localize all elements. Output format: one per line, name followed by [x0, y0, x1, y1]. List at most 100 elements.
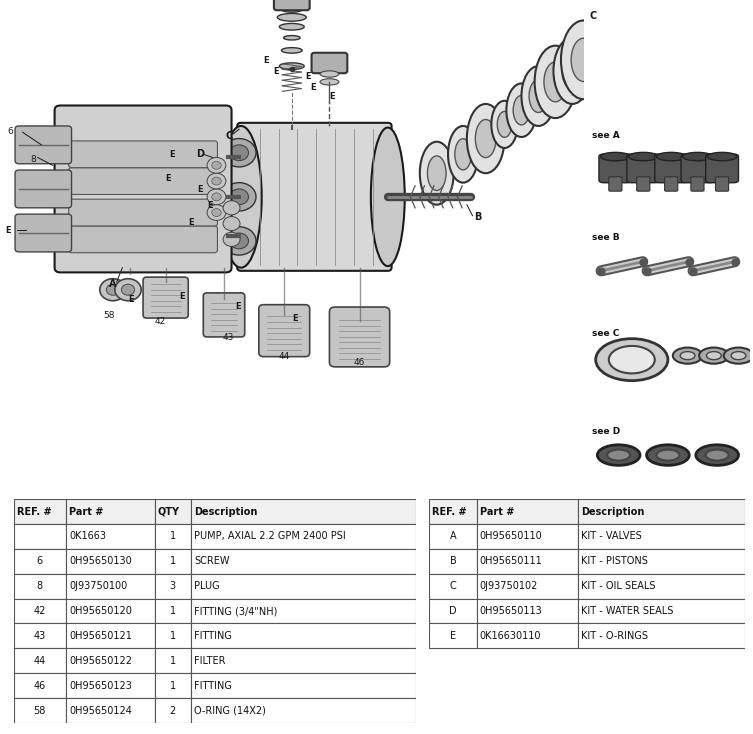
Bar: [578, 599, 745, 623]
Ellipse shape: [696, 445, 739, 465]
Text: D: D: [196, 150, 204, 159]
Text: 1: 1: [169, 680, 175, 691]
Circle shape: [121, 284, 135, 295]
Text: 43: 43: [222, 333, 233, 342]
Text: 58: 58: [34, 705, 46, 716]
Text: E: E: [292, 314, 297, 323]
Ellipse shape: [513, 95, 529, 125]
Text: KIT - PISTONS: KIT - PISTONS: [581, 556, 648, 567]
Bar: [66, 599, 154, 623]
Bar: [191, 599, 416, 623]
Ellipse shape: [497, 112, 512, 137]
Text: Part #: Part #: [480, 506, 514, 517]
FancyBboxPatch shape: [681, 154, 714, 183]
Text: Part #: Part #: [69, 506, 103, 517]
Bar: [14, 623, 66, 648]
Text: SCREW: SCREW: [194, 556, 230, 567]
FancyBboxPatch shape: [609, 177, 622, 191]
Ellipse shape: [731, 352, 746, 360]
Text: E: E: [310, 83, 316, 92]
Text: C: C: [589, 11, 596, 21]
FancyBboxPatch shape: [69, 141, 218, 167]
Circle shape: [222, 183, 256, 211]
Text: E: E: [450, 631, 456, 641]
Ellipse shape: [561, 21, 606, 99]
Bar: [66, 698, 154, 723]
Ellipse shape: [609, 346, 655, 374]
Circle shape: [223, 201, 240, 215]
Bar: [154, 524, 191, 549]
Ellipse shape: [601, 153, 630, 161]
Ellipse shape: [647, 445, 689, 465]
Bar: [477, 549, 578, 574]
Text: 58: 58: [104, 311, 115, 320]
Bar: [66, 574, 154, 599]
Circle shape: [212, 177, 221, 185]
Text: 1: 1: [169, 631, 175, 641]
Bar: [154, 673, 191, 698]
Circle shape: [230, 233, 248, 249]
Text: 0H95650124: 0H95650124: [69, 705, 132, 716]
Text: E: E: [128, 295, 133, 305]
Ellipse shape: [657, 153, 686, 161]
Ellipse shape: [220, 126, 262, 268]
Ellipse shape: [455, 139, 471, 170]
Bar: [429, 499, 477, 524]
Bar: [191, 648, 416, 673]
FancyBboxPatch shape: [715, 177, 729, 191]
Ellipse shape: [529, 79, 547, 112]
Bar: [429, 599, 477, 623]
Ellipse shape: [420, 142, 453, 205]
Text: KIT - OIL SEALS: KIT - OIL SEALS: [581, 581, 656, 591]
Ellipse shape: [283, 35, 300, 40]
Text: 0H95650121: 0H95650121: [69, 631, 132, 641]
Bar: [191, 574, 416, 599]
Ellipse shape: [370, 128, 405, 266]
Text: see C: see C: [593, 329, 620, 338]
Text: 6: 6: [37, 556, 43, 567]
Text: 0H95650110: 0H95650110: [480, 531, 543, 542]
Text: REF. #: REF. #: [432, 506, 467, 517]
Text: FITTING: FITTING: [194, 680, 232, 691]
Bar: [154, 623, 191, 648]
FancyBboxPatch shape: [69, 167, 218, 195]
Ellipse shape: [706, 352, 721, 360]
FancyBboxPatch shape: [54, 106, 232, 272]
Text: 46: 46: [34, 680, 46, 691]
FancyBboxPatch shape: [203, 293, 245, 337]
Ellipse shape: [544, 62, 567, 102]
Text: 0H95650120: 0H95650120: [69, 606, 132, 616]
FancyBboxPatch shape: [15, 170, 72, 208]
Ellipse shape: [521, 66, 555, 126]
Bar: [154, 599, 191, 623]
Text: Description: Description: [194, 506, 258, 517]
Ellipse shape: [724, 348, 753, 364]
Bar: [14, 698, 66, 723]
Ellipse shape: [475, 120, 496, 158]
Text: PLUG: PLUG: [194, 581, 220, 591]
Bar: [429, 524, 477, 549]
FancyBboxPatch shape: [329, 307, 390, 367]
Ellipse shape: [657, 449, 679, 461]
Ellipse shape: [506, 84, 536, 137]
FancyBboxPatch shape: [691, 177, 704, 191]
Bar: [429, 549, 477, 574]
Bar: [191, 698, 416, 723]
Bar: [154, 549, 191, 574]
Ellipse shape: [320, 79, 339, 85]
Bar: [191, 549, 416, 574]
Text: 0J93750100: 0J93750100: [69, 581, 127, 591]
Text: PUMP, AXIAL 2.2 GPM 2400 PSI: PUMP, AXIAL 2.2 GPM 2400 PSI: [194, 531, 346, 542]
Text: E: E: [166, 174, 171, 183]
Circle shape: [114, 279, 142, 301]
Text: 8: 8: [30, 155, 36, 164]
Text: 43: 43: [34, 631, 46, 641]
Text: 44: 44: [279, 352, 290, 361]
Text: E: E: [207, 201, 212, 210]
Bar: [477, 623, 578, 648]
Circle shape: [207, 189, 226, 205]
Text: KIT - O-RINGS: KIT - O-RINGS: [581, 631, 648, 641]
Text: 42: 42: [34, 606, 46, 616]
Ellipse shape: [699, 348, 729, 364]
Circle shape: [207, 158, 226, 173]
